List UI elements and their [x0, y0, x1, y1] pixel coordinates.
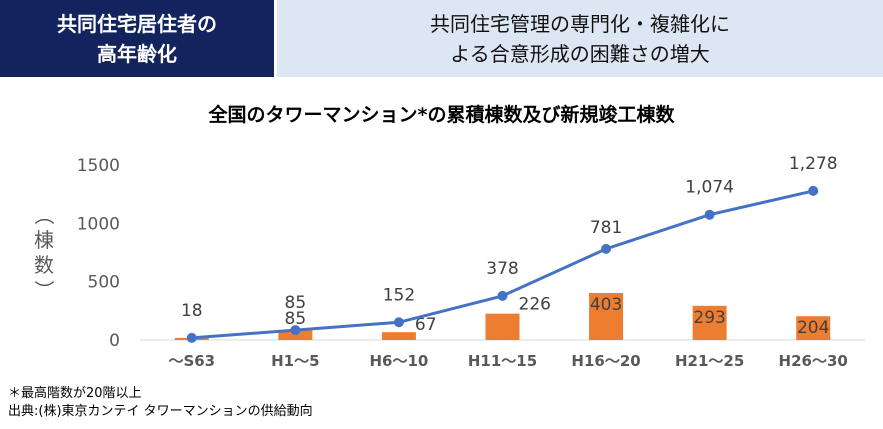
- line-value-label: 781: [590, 218, 622, 238]
- line-labels: 18 85 152 378 781 1,074 1,278: [181, 154, 838, 321]
- bar-value-label: 204: [797, 318, 829, 338]
- line-value-label: 85: [285, 293, 307, 313]
- bar: [589, 292, 624, 340]
- y-axis-label-char: （: [32, 205, 56, 225]
- y-axis-label-char: ）: [32, 280, 56, 300]
- line-value-label: 378: [486, 259, 518, 279]
- y-axis-label-char: 棟: [34, 228, 54, 252]
- bar: [485, 313, 520, 340]
- x-tick-label: H11〜15: [468, 352, 537, 370]
- bar: [381, 332, 416, 340]
- banner-right: 共同住宅管理の専門化・複雑化に よる合意形成の困難さの増大: [277, 0, 883, 77]
- banner-right-line1: 共同住宅管理の専門化・複雑化に: [430, 11, 730, 36]
- line-point: [497, 290, 508, 301]
- banner-left-line1: 共同住宅居住者の: [57, 11, 217, 36]
- y-tick-label: 500: [88, 273, 120, 293]
- banner-left-line2: 高年齢化: [97, 41, 177, 66]
- bar-value-label: 403: [590, 295, 622, 315]
- line-value-label: 152: [383, 285, 415, 305]
- line-value-label: 18: [181, 301, 203, 321]
- bar-value-label: 67: [415, 315, 437, 335]
- line-point: [186, 332, 197, 343]
- chart-title: 全国のタワーマンション*の累積棟数及び新規竣工棟数: [208, 104, 675, 126]
- y-axis-label: （ 棟数 ）: [32, 205, 56, 300]
- banner-right-line2: よる合意形成の困難さの増大: [450, 41, 710, 66]
- bar-value-label: 293: [693, 308, 725, 328]
- footnote-source: 出典:(株)東京カンテイ タワーマンションの供給動向: [8, 404, 313, 419]
- y-tick-label: 1000: [77, 214, 120, 234]
- line-points: [186, 185, 819, 343]
- line-point: [704, 209, 715, 220]
- x-tick-label: H16〜20: [571, 352, 640, 370]
- bar: [692, 305, 727, 340]
- line-value-label: 1,278: [789, 154, 838, 174]
- bar-value-label: 85: [285, 309, 307, 329]
- x-tick-label: H26〜30: [779, 352, 848, 370]
- x-tick-label: H21〜25: [675, 352, 744, 370]
- line-point: [808, 185, 819, 196]
- x-tick-label: H6〜10: [369, 352, 428, 370]
- y-ticks: 0 500 1000 1500: [77, 156, 120, 351]
- x-ticks: 〜S63 H1〜5 H6〜10 H11〜15 H16〜20 H21〜25 H26〜30: [168, 352, 847, 370]
- bar-value-label: 226: [519, 295, 551, 315]
- line-point: [601, 243, 612, 254]
- banner-left: 共同住宅居住者の 高年齢化: [0, 0, 274, 77]
- y-tick-label: 0: [109, 331, 120, 351]
- y-tick-label: 1500: [77, 156, 120, 176]
- bar-labels: 85 67 226 403 293 204: [285, 295, 830, 339]
- x-tick-label: 〜S63: [168, 352, 215, 370]
- y-axis-label-char: 数: [34, 253, 54, 277]
- line-point: [393, 317, 404, 328]
- line-point: [290, 325, 301, 336]
- line-value-label: 1,074: [685, 178, 734, 198]
- bar: [796, 316, 831, 340]
- x-tick-label: H1〜5: [271, 352, 319, 370]
- footnote-note: ＊最高階数が20階以上: [8, 386, 142, 401]
